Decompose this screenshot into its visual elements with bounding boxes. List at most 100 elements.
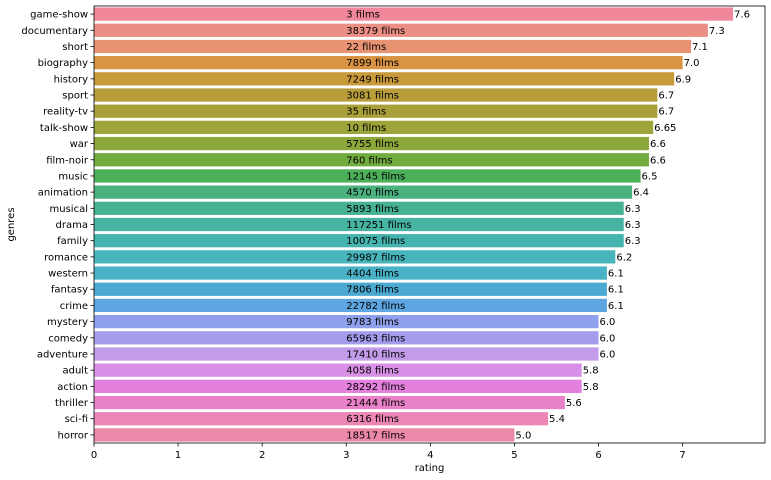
rating-value-label: 6.1 — [608, 285, 624, 296]
bars-group — [94, 7, 734, 442]
bar-biography — [94, 56, 683, 70]
y-tick-label: western — [48, 269, 88, 280]
y-tick-label: music — [58, 171, 88, 182]
film-count-label: 22782 films — [346, 301, 405, 312]
y-tick-label: thriller — [55, 398, 89, 409]
rating-value-label: 6.1 — [608, 301, 624, 312]
bar-crime — [94, 298, 607, 313]
rating-value-label: 6.0 — [600, 317, 616, 328]
x-tick-label: 3 — [343, 450, 349, 461]
film-count-label: 4570 films — [346, 188, 399, 199]
y-tick-label: adventure — [37, 349, 88, 360]
y-tick-label: sport — [62, 91, 88, 102]
y-tick-label: documentary — [21, 26, 88, 37]
rating-value-label: 6.7 — [658, 91, 674, 102]
bar-sci-fi — [94, 412, 549, 426]
bar-musical — [94, 201, 624, 215]
x-tick-label: 1 — [175, 450, 181, 461]
bar-adult — [94, 363, 582, 377]
y-tick-label: adult — [62, 366, 88, 377]
rating-value-label: 6.7 — [658, 107, 674, 118]
film-count-label: 10 films — [346, 123, 386, 134]
film-count-label: 3081 films — [346, 91, 399, 102]
film-count-label: 21444 films — [346, 398, 405, 409]
film-count-label: 17410 films — [346, 349, 405, 360]
y-tick-label: sci-fi — [65, 414, 88, 425]
film-count-label: 4058 films — [346, 366, 399, 377]
x-tick-label: 7 — [679, 450, 685, 461]
film-count-label: 38379 films — [346, 26, 405, 37]
y-tick-label: family — [57, 236, 88, 247]
rating-value-label: 6.1 — [608, 269, 624, 280]
bar-horror — [94, 428, 515, 442]
y-tick-label: animation — [38, 188, 88, 199]
x-tick-label: 2 — [259, 450, 265, 461]
bar-western — [94, 266, 607, 280]
y-tick-label: musical — [50, 204, 88, 215]
film-count-label: 5893 films — [346, 204, 399, 215]
bar-film-noir — [94, 153, 649, 167]
bar-reality-tv — [94, 104, 658, 118]
bar-action — [94, 379, 582, 393]
film-count-label: 4404 films — [346, 269, 399, 280]
rating-value-label: 6.3 — [625, 204, 641, 215]
rating-value-label: 6.3 — [625, 220, 641, 231]
bar-history — [94, 72, 675, 86]
rating-value-label: 6.65 — [654, 123, 676, 134]
rating-value-label: 6.0 — [600, 349, 616, 360]
film-count-label: 7899 films — [346, 58, 399, 69]
film-count-label: 5755 films — [346, 139, 399, 150]
x-tick-label: 6 — [595, 450, 601, 461]
y-axis-title: genres — [6, 207, 17, 241]
bar-animation — [94, 185, 633, 199]
rating-value-label: 5.8 — [583, 382, 599, 393]
y-tick-label: reality-tv — [43, 107, 88, 118]
bar-romance — [94, 250, 616, 264]
rating-value-label: 5.0 — [515, 430, 531, 441]
film-count-label: 9783 films — [346, 317, 399, 328]
rating-value-label: 6.0 — [600, 333, 616, 344]
bar-music — [94, 169, 641, 183]
film-count-label: 760 films — [346, 155, 392, 166]
rating-value-label: 5.6 — [566, 398, 582, 409]
rating-value-label: 7.1 — [692, 42, 708, 53]
y-tick-label: war — [70, 139, 89, 150]
y-tick-label: game-show — [30, 10, 88, 21]
rating-value-label: 6.2 — [616, 252, 632, 263]
film-count-label: 6316 films — [346, 414, 399, 425]
y-tick-label: short — [62, 42, 88, 53]
rating-value-label: 6.9 — [675, 74, 691, 85]
rating-value-label: 5.8 — [583, 366, 599, 377]
film-count-label: 10075 films — [346, 236, 405, 247]
rating-value-label: 7.3 — [709, 26, 725, 37]
y-axis: game-show documentary short biography histor… — [21, 10, 94, 441]
rating-value-label: 7.6 — [734, 10, 750, 21]
y-tick-label: talk-show — [40, 123, 88, 134]
film-count-label: 7806 films — [346, 285, 399, 296]
film-count-label: 18517 films — [346, 430, 405, 441]
film-count-label: 35 films — [346, 107, 386, 118]
rating-value-label: 6.5 — [642, 171, 658, 182]
bar-war — [94, 136, 649, 151]
film-count-label: 28292 films — [346, 382, 405, 393]
film-count-label: 12145 films — [346, 171, 405, 182]
x-axis: 0 1 2 3 4 5 6 7 — [91, 443, 686, 461]
bar-short — [94, 39, 692, 54]
bar-drama — [94, 217, 624, 232]
y-tick-label: crime — [60, 301, 88, 312]
film-count-label: 22 films — [346, 42, 386, 53]
film-count-labels: 3 films 38379 films 22 films 7899 films 7249… — [346, 10, 411, 442]
bar-documentary — [94, 23, 708, 37]
y-tick-label: biography — [38, 58, 89, 69]
y-tick-label: mystery — [47, 317, 88, 328]
y-tick-label: action — [57, 382, 88, 393]
rating-value-label: 6.4 — [633, 188, 649, 199]
film-count-label: 29987 films — [346, 252, 405, 263]
bar-adventure — [94, 347, 599, 361]
rating-value-label: 7.0 — [684, 58, 700, 69]
rating-value-label: 5.4 — [549, 414, 565, 425]
bar-mystery — [94, 314, 599, 329]
y-tick-label: drama — [56, 220, 88, 231]
x-tick-label: 0 — [91, 450, 97, 461]
